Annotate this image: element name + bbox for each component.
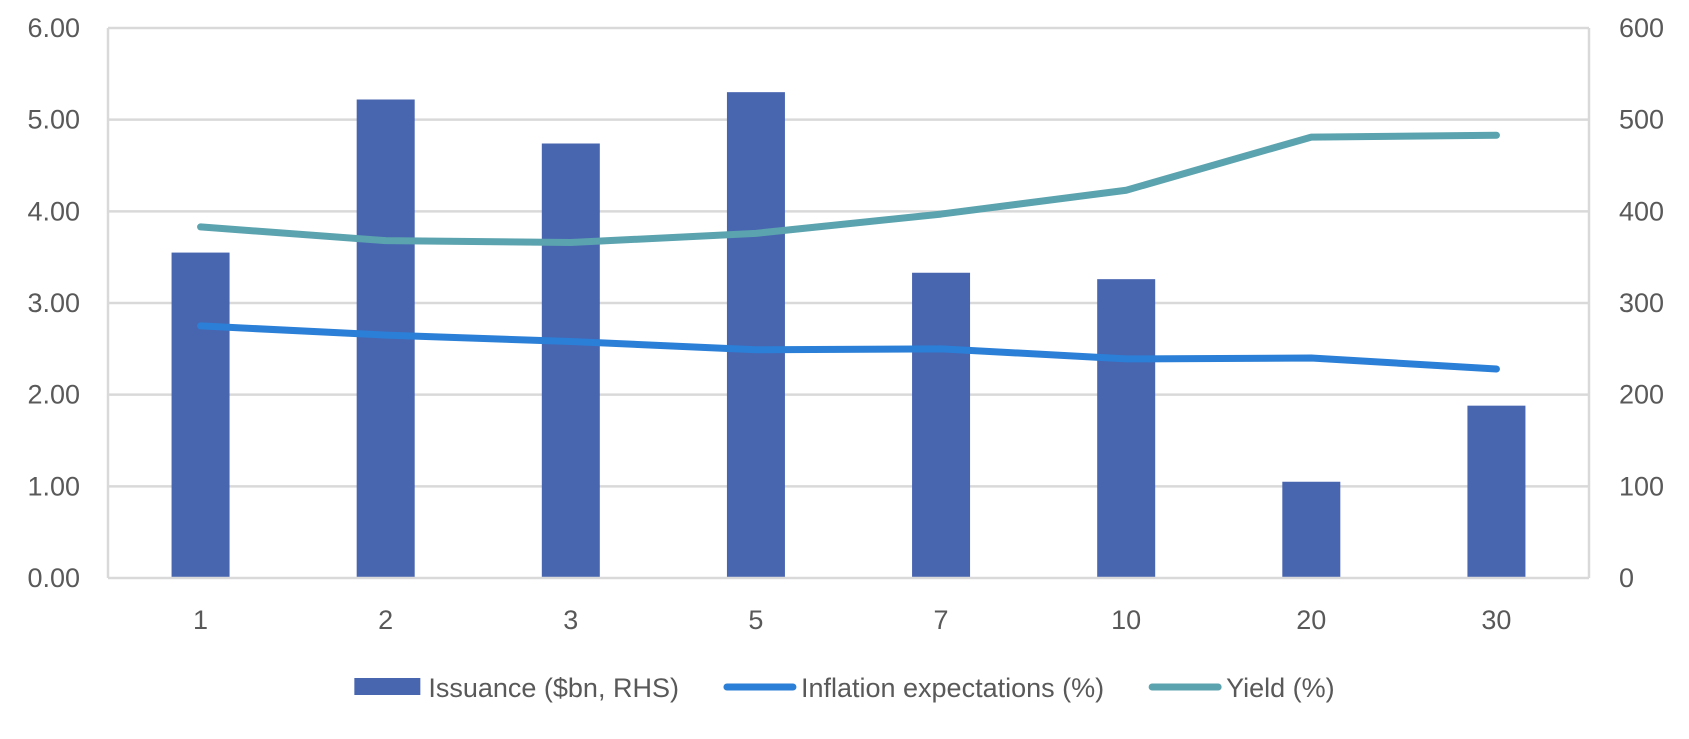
- right-tick-label: 100: [1619, 471, 1664, 501]
- legend-item: Yield (%): [1148, 673, 1335, 703]
- right-tick-label: 200: [1619, 380, 1664, 410]
- x-tick-label: 2: [378, 605, 393, 635]
- legend-item: Issuance ($bn, RHS): [354, 673, 679, 703]
- right-tick-label: 600: [1619, 13, 1664, 43]
- legend-swatch-bar: [354, 678, 421, 695]
- issuance-bar: [1467, 405, 1526, 578]
- right-tick-label: 500: [1619, 105, 1664, 135]
- left-tick-label: 1.00: [27, 471, 80, 501]
- issuance-bar: [1097, 279, 1156, 578]
- gridlines: [108, 26, 1589, 488]
- issuance-bar: [171, 252, 230, 579]
- left-tick-label: 0.00: [27, 563, 80, 593]
- left-tick-label: 4.00: [27, 196, 80, 226]
- issuance-bar: [1282, 481, 1341, 578]
- legend-item: Inflation expectations (%): [723, 673, 1104, 703]
- axes: [106, 28, 1591, 580]
- right-tick-label: 300: [1619, 288, 1664, 318]
- x-tick-label: 3: [563, 605, 578, 635]
- left-tick-label: 5.00: [27, 105, 80, 135]
- x-tick-label: 7: [934, 605, 949, 635]
- issuance-bars: [171, 92, 1526, 579]
- right-axis-tick-labels: 0 100 200 300 400 500 600: [1619, 13, 1664, 593]
- x-tick-label: 30: [1481, 605, 1511, 635]
- left-tick-label: 3.00: [27, 288, 80, 318]
- right-tick-label: 400: [1619, 196, 1664, 226]
- right-tick-label: 0: [1619, 563, 1634, 593]
- line-series: [197, 131, 1500, 373]
- left-axis-tick-labels: 0.00 1.00 2.00 3.00 4.00 5.00 6.00: [27, 13, 80, 593]
- left-tick-label: 2.00: [27, 380, 80, 410]
- x-tick-label: 5: [748, 605, 763, 635]
- x-axis-tick-labels: 1 2 3 5 7 10 20 30: [193, 605, 1511, 635]
- issuance-bar: [541, 143, 600, 578]
- inflation-expectations-line: [197, 322, 1500, 373]
- legend-label: Yield (%): [1226, 673, 1335, 703]
- x-tick-label: 10: [1111, 605, 1141, 635]
- yield-line: [197, 131, 1500, 246]
- legend-label: Inflation expectations (%): [801, 673, 1104, 703]
- issuance-bar: [726, 92, 785, 579]
- legend: Issuance ($bn, RHS) Inflation expectation…: [354, 673, 1335, 703]
- issuance-bar: [912, 272, 971, 578]
- x-tick-label: 1: [193, 605, 208, 635]
- left-tick-label: 6.00: [27, 13, 80, 43]
- legend-label: Issuance ($bn, RHS): [428, 673, 679, 703]
- x-tick-label: 20: [1296, 605, 1326, 635]
